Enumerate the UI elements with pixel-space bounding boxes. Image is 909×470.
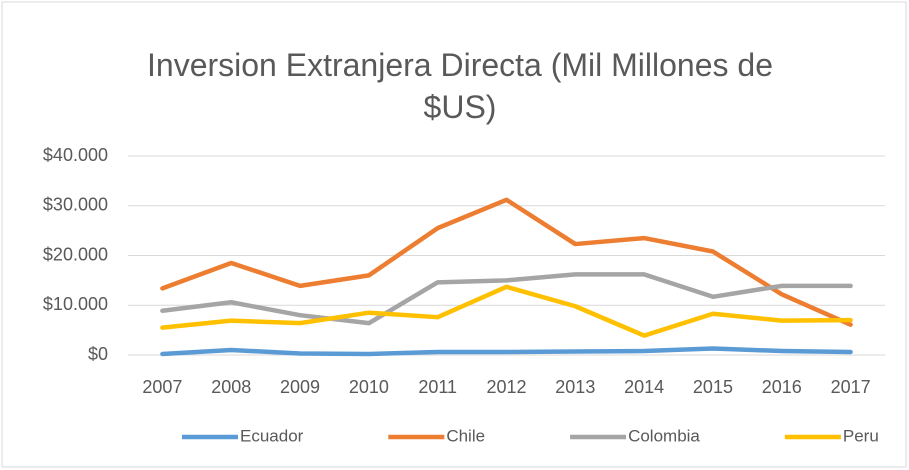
y-tick-label: $10.000 [43, 294, 108, 314]
legend-label: Ecuador [240, 426, 304, 445]
y-tick-label: $0 [88, 344, 108, 364]
x-tick-label: 2007 [142, 377, 182, 397]
x-tick-label: 2017 [831, 377, 871, 397]
legend-label: Colombia [628, 426, 700, 445]
series-line [160, 346, 853, 357]
x-tick-label: 2016 [762, 377, 802, 397]
x-tick-label: 2012 [486, 377, 526, 397]
x-tick-label: 2011 [418, 377, 457, 397]
legend-label: Peru [843, 426, 879, 445]
x-tick-label: 2008 [211, 377, 251, 397]
legend-label: Chile [446, 426, 485, 445]
chart-title: Inversion Extranjera Directa (Mil Millon… [147, 47, 773, 125]
x-tick-label: 2010 [349, 377, 389, 397]
series-line [160, 272, 853, 326]
y-tick-label: $40.000 [43, 145, 108, 165]
x-tick-label: 2014 [624, 377, 664, 397]
series-line [160, 197, 853, 327]
x-tick-label: 2015 [693, 377, 733, 397]
x-tick-label: 2013 [555, 377, 595, 397]
y-tick-label: $20.000 [43, 244, 108, 264]
x-tick-label: 2009 [280, 377, 320, 397]
series-line [160, 284, 853, 338]
y-tick-label: $30.000 [43, 195, 108, 215]
